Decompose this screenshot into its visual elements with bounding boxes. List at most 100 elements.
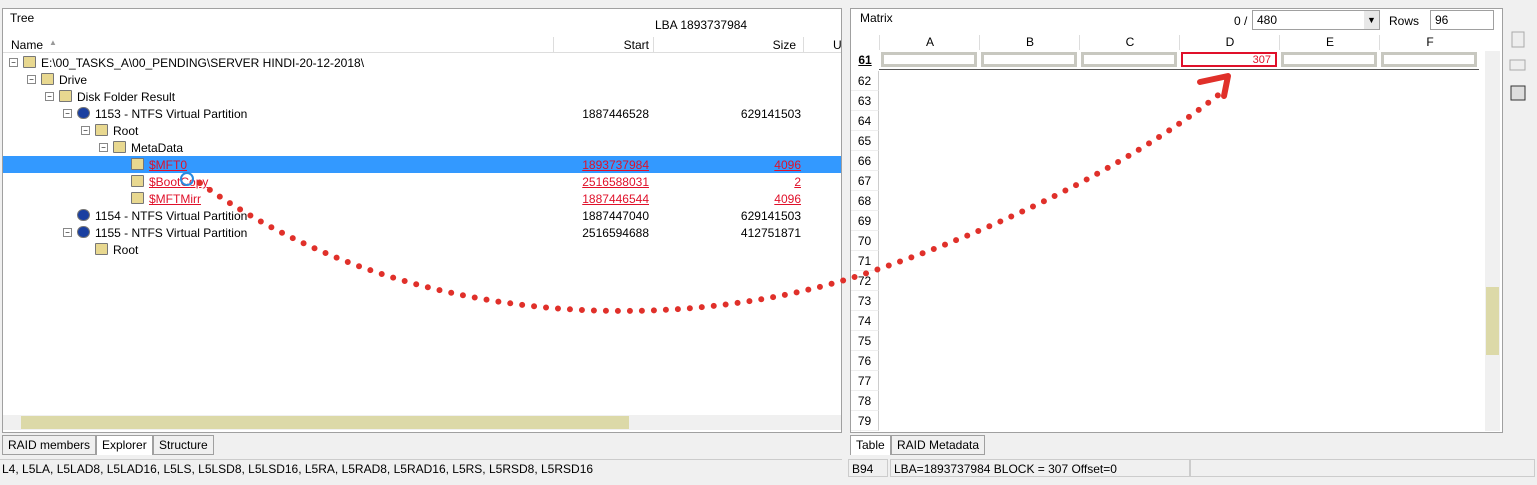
node-label: 1155 - NTFS Virtual Partition xyxy=(95,226,248,240)
size-value: 629141503 xyxy=(740,209,801,223)
matrix-cell[interactable] xyxy=(881,52,977,67)
size-value: 2 xyxy=(794,175,801,189)
row-header: 68 xyxy=(851,191,879,211)
start-value: 1893737984 xyxy=(582,158,649,172)
row-header: 79 xyxy=(851,411,879,431)
expander: − xyxy=(81,126,90,135)
tab[interactable]: Table xyxy=(850,435,891,455)
node-icon xyxy=(77,209,90,221)
matrix-cell[interactable]: 307 xyxy=(1181,52,1277,67)
status-bar-left: L4, L5LA, L5LAD8, L5LAD16, L5LS, L5LSD8,… xyxy=(0,459,842,477)
matrix-panel: A B C D E F 61 307 62 63 64 65 66 67 68 69 70 71 72 73 74 75 7… xyxy=(850,8,1503,433)
row-header: 71 xyxy=(851,251,879,271)
node-label: Disk Folder Result xyxy=(77,90,176,104)
start-value: 1887447040 xyxy=(582,209,649,223)
matrix-cell[interactable] xyxy=(1381,52,1477,67)
node-label: $BootCopy xyxy=(149,175,209,189)
status-cell xyxy=(1190,459,1535,477)
column-header: Size xyxy=(772,38,796,52)
row-header: 64 xyxy=(851,111,879,131)
status-text: L4, L5LA, L5LAD8, L5LAD16, L5LS, L5LSD8,… xyxy=(2,462,594,476)
column-header: E xyxy=(1279,35,1380,50)
tab[interactable]: Structure xyxy=(153,435,214,455)
column-header: F xyxy=(1379,35,1480,50)
row-header: 67 xyxy=(851,171,879,191)
node-label: Root xyxy=(113,243,139,257)
header-row xyxy=(3,37,841,53)
row-header: 73 xyxy=(851,291,879,311)
matrix-title: Matrix xyxy=(858,11,895,25)
node-label: $MFT0 xyxy=(149,158,188,172)
start-value: 2516588031 xyxy=(582,175,649,189)
rows-value: 96 xyxy=(1435,13,1449,27)
node-label: 1153 - NTFS Virtual Partition xyxy=(95,107,248,121)
dropdown-button[interactable]: ▼ xyxy=(1364,11,1379,29)
node-icon xyxy=(113,141,126,153)
node-icon xyxy=(23,56,36,68)
tab[interactable]: Explorer xyxy=(96,435,153,455)
column-header: D xyxy=(1179,35,1280,50)
toolbar xyxy=(1507,30,1531,110)
node-icon xyxy=(131,192,144,204)
node-icon xyxy=(77,107,90,119)
offset-label: 0 / xyxy=(1234,14,1248,28)
toolbar-icons xyxy=(1509,31,1526,101)
node-label: E:\00_TASKS_A\00_PENDING\SERVER HINDI-20… xyxy=(41,56,365,70)
row-separator xyxy=(879,69,1479,70)
row-header: 63 xyxy=(851,91,879,111)
row-header: 72 xyxy=(851,271,879,291)
tab[interactable]: RAID Metadata xyxy=(891,435,986,455)
scroll-thumb xyxy=(21,416,629,429)
row-header: 77 xyxy=(851,371,879,391)
matrix-cell[interactable] xyxy=(1281,52,1377,67)
node-icon xyxy=(95,124,108,136)
tool-icon[interactable] xyxy=(1510,85,1526,101)
v-scrollbar xyxy=(1485,51,1500,431)
size-value: 412751871 xyxy=(740,226,801,240)
row-header: 74 xyxy=(851,311,879,331)
row-header: 69 xyxy=(851,211,879,231)
row-header: 75 xyxy=(851,331,879,351)
expander: − xyxy=(63,228,72,237)
expander: − xyxy=(27,75,36,84)
tool-icon[interactable] xyxy=(1509,59,1526,71)
row-header: 70 xyxy=(851,231,879,251)
row-header: 62 xyxy=(851,71,879,91)
node-icon xyxy=(131,175,144,187)
status-cell: B94 xyxy=(848,459,888,477)
expander: − xyxy=(99,143,108,152)
node-icon xyxy=(59,90,72,102)
node-label: 1154 - NTFS Virtual Partition xyxy=(95,209,248,223)
column-divider xyxy=(653,37,654,52)
status-cell: LBA=1893737984 BLOCK = 307 Offset=0 xyxy=(890,459,1190,477)
node-icon xyxy=(131,158,144,170)
matrix-cell[interactable] xyxy=(981,52,1077,67)
matrix-cell[interactable] xyxy=(1081,52,1177,67)
selected-row xyxy=(3,156,841,173)
node-label: MetaData xyxy=(131,141,184,155)
block-select[interactable]: 480 ▼ xyxy=(1252,10,1380,30)
tree-panel: Name Start Size U ▲ − E:\00_TASKS_A\00_PENDING… xyxy=(2,8,842,433)
start-value: 1887446528 xyxy=(582,107,649,121)
node-label: Drive xyxy=(59,73,88,87)
rows-input[interactable]: 96 xyxy=(1430,10,1494,30)
column-header: B xyxy=(979,35,1080,50)
size-value: 629141503 xyxy=(740,107,801,121)
column-header: C xyxy=(1079,35,1180,50)
column-divider xyxy=(553,37,554,52)
tool-icon[interactable] xyxy=(1511,31,1525,48)
expander: − xyxy=(45,92,54,101)
node-icon xyxy=(77,226,90,238)
row-header: 76 xyxy=(851,351,879,371)
column-header: Start xyxy=(623,38,649,52)
tree-title: Tree xyxy=(8,11,37,25)
row-header: 78 xyxy=(851,391,879,411)
column-header: Name xyxy=(11,38,44,52)
size-value: 4096 xyxy=(774,192,801,206)
tab[interactable]: RAID members xyxy=(2,435,97,455)
status-ref: B94 xyxy=(852,462,874,476)
start-value: 1887446544 xyxy=(582,192,649,206)
size-value: 4096 xyxy=(774,158,801,172)
lba-label: LBA 1893737984 xyxy=(655,18,748,32)
